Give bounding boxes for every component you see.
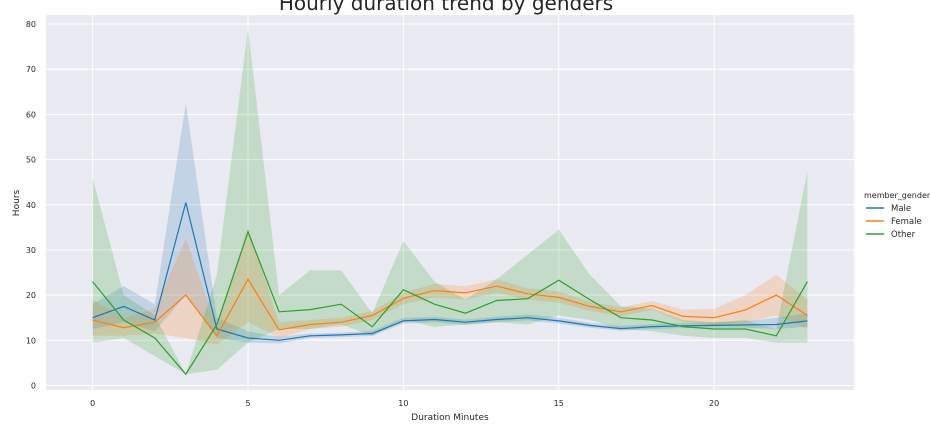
y-tick-label: 60 (26, 110, 36, 119)
chart-title: Hourly duration trend by genders (279, 0, 613, 15)
y-tick-labels: 0 10 20 30 40 50 60 70 80 (26, 20, 36, 390)
legend: member_gender Male Female Other (864, 191, 930, 240)
y-axis-label: Hours (12, 190, 22, 217)
y-tick-label: 10 (26, 336, 36, 345)
line-male (92, 202, 808, 341)
x-axis-label: Duration Minutes (411, 413, 489, 423)
line-female (92, 278, 808, 337)
x-tick-label: 5 (245, 399, 250, 408)
y-tick-label: 80 (26, 20, 36, 29)
confidence-bands (92, 28, 808, 375)
x-tick-label: 10 (398, 399, 408, 408)
band-other (92, 28, 808, 375)
x-tick-label: 0 (90, 399, 95, 408)
x-tick-label: 20 (709, 399, 719, 408)
y-tick-label: 20 (26, 291, 36, 300)
y-tick-label: 70 (26, 65, 36, 74)
legend-label-female: Female (891, 217, 922, 227)
plot-background (46, 15, 854, 390)
band-female (92, 227, 808, 345)
y-tick-label: 0 (31, 381, 36, 390)
y-tick-label: 30 (26, 246, 36, 255)
grid-lines (46, 15, 854, 390)
x-tick-labels: 0 5 10 15 20 (90, 399, 719, 408)
legend-label-male: Male (891, 204, 911, 214)
series-lines (92, 202, 808, 376)
legend-title: member_gender (864, 191, 930, 200)
legend-label-other: Other (891, 230, 916, 240)
band-male (92, 103, 808, 344)
x-tick-label: 15 (554, 399, 564, 408)
line-other (92, 230, 808, 376)
y-tick-label: 50 (26, 156, 36, 165)
y-tick-label: 40 (26, 201, 36, 210)
